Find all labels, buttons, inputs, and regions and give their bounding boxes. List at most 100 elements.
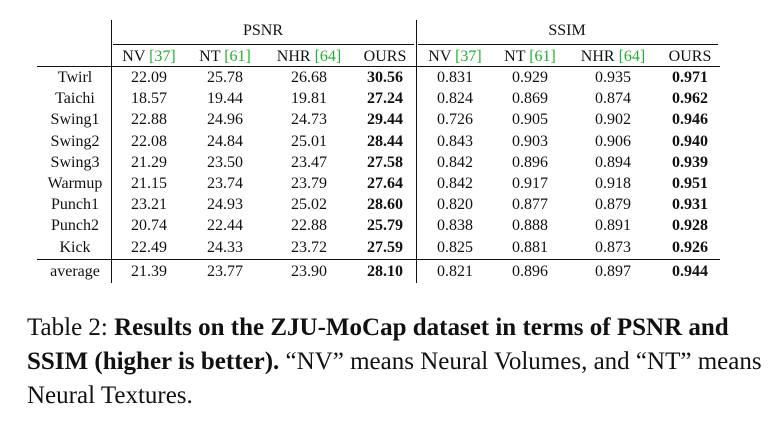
column-header: NV [37] (122, 48, 176, 65)
table-cell: 0.843 (437, 133, 473, 150)
table-cell: 0.918 (595, 175, 631, 192)
column-header: OURS (668, 48, 712, 65)
table-cell: 22.88 (131, 111, 167, 128)
table-cell: 0.831 (437, 69, 473, 86)
table-cell: 26.68 (291, 69, 327, 86)
table-cell: 22.88 (291, 217, 327, 234)
table-cell: 30.56 (367, 69, 403, 86)
table-cell: 23.74 (207, 175, 243, 192)
table-cell: 0.944 (672, 263, 708, 280)
table-cell: 22.08 (131, 133, 167, 150)
table-cell: 0.917 (512, 175, 548, 192)
table-cell: 24.84 (207, 133, 243, 150)
group-header-ssim: SSIM (548, 22, 586, 39)
table-cell: 0.903 (512, 133, 548, 150)
table-cell: 22.49 (131, 239, 167, 256)
table-cell: 0.726 (437, 111, 473, 128)
table-cell: 23.90 (291, 263, 327, 280)
table-cell: 23.77 (207, 263, 243, 280)
vertical-rule-middle (416, 20, 417, 283)
row-label: Swing3 (50, 154, 100, 171)
table-cell: 0.928 (672, 217, 708, 234)
table-cell: 25.78 (207, 69, 243, 86)
column-header: NT [61] (504, 48, 556, 65)
table-cell: 0.838 (437, 217, 473, 234)
table-cell: 0.842 (437, 175, 473, 192)
table-cell: 27.64 (367, 175, 403, 192)
table-cell: 0.820 (437, 196, 473, 213)
table-cell: 0.931 (672, 196, 708, 213)
table-cell: 0.896 (512, 263, 548, 280)
table-cell: 0.824 (437, 90, 473, 107)
group-header-psnr: PSNR (242, 22, 284, 39)
table-cell: 0.825 (437, 239, 473, 256)
caption-prefix: Table 2: (27, 314, 115, 341)
table-cell: 25.79 (367, 217, 403, 234)
table-cell: 0.896 (512, 154, 548, 171)
table-cell: 0.877 (512, 196, 548, 213)
table-cell: 0.906 (595, 133, 631, 150)
table-cell: 29.44 (367, 111, 403, 128)
column-header: NHR [64] (580, 48, 646, 65)
row-label: Twirl (57, 69, 93, 86)
ssim-group-rule (418, 44, 718, 45)
table-cell: 22.09 (131, 69, 167, 86)
column-header: OURS (363, 48, 407, 65)
table-cell: 27.24 (367, 90, 403, 107)
table-cell: 0.873 (595, 239, 631, 256)
table-cell: 28.60 (367, 196, 403, 213)
header-rule (37, 66, 720, 67)
table-cell: 0.842 (437, 154, 473, 171)
row-label: Swing2 (50, 133, 100, 150)
table-cell: 21.15 (131, 175, 167, 192)
table-cell: 0.940 (672, 133, 708, 150)
row-label: average (50, 263, 100, 280)
table-cell: 0.894 (595, 154, 631, 171)
row-label: Swing1 (50, 111, 100, 128)
row-label: Punch1 (51, 196, 99, 213)
table-cell: 27.59 (367, 239, 403, 256)
table-cell: 24.73 (291, 111, 327, 128)
table-cell: 23.50 (207, 154, 243, 171)
table-cell: 22.44 (207, 217, 243, 234)
table-cell: 18.57 (131, 90, 167, 107)
table-cell: 0.905 (512, 111, 548, 128)
caption-rest: “NV” means Neural Volumes, and “NT” mean… (27, 348, 762, 409)
table-cell: 21.39 (131, 263, 167, 280)
table-cell: 0.951 (672, 175, 708, 192)
table-cell: 23.79 (291, 175, 327, 192)
table-cell: 0.962 (672, 90, 708, 107)
column-header: NHR [64] (276, 48, 342, 65)
table-cell: 20.74 (131, 217, 167, 234)
table-caption: Table 2: Results on the ZJU-MoCap datase… (27, 311, 767, 413)
table-cell: 19.81 (291, 90, 327, 107)
table-cell: 24.96 (207, 111, 243, 128)
table-cell: 23.21 (131, 196, 167, 213)
column-header: NV [37] (428, 48, 482, 65)
vertical-rule-left (111, 20, 112, 283)
table-cell: 0.897 (595, 263, 631, 280)
table-cell: 0.869 (512, 90, 548, 107)
table-cell: 0.971 (672, 69, 708, 86)
table-cell: 0.881 (512, 239, 548, 256)
row-label: Taichi (55, 90, 95, 107)
table-cell: 24.93 (207, 196, 243, 213)
table-cell: 0.935 (595, 69, 631, 86)
table-cell: 23.72 (291, 239, 327, 256)
table-cell: 27.58 (367, 154, 403, 171)
table-cell: 0.926 (672, 239, 708, 256)
table-cell: 0.879 (595, 196, 631, 213)
table-cell: 21.29 (131, 154, 167, 171)
caption-bold: Results on the ZJU-MoCap dataset in term… (27, 314, 729, 375)
row-label: Kick (59, 239, 91, 256)
table-cell: 24.33 (207, 239, 243, 256)
column-header: NT [61] (199, 48, 251, 65)
row-label: Punch2 (51, 217, 99, 234)
table-cell: 28.10 (367, 263, 403, 280)
table-cell: 25.02 (291, 196, 327, 213)
table-cell: 25.01 (291, 133, 327, 150)
table-cell: 0.888 (512, 217, 548, 234)
table-cell: 19.44 (207, 90, 243, 107)
table-cell: 0.939 (672, 154, 708, 171)
row-label: Warmup (47, 175, 103, 192)
